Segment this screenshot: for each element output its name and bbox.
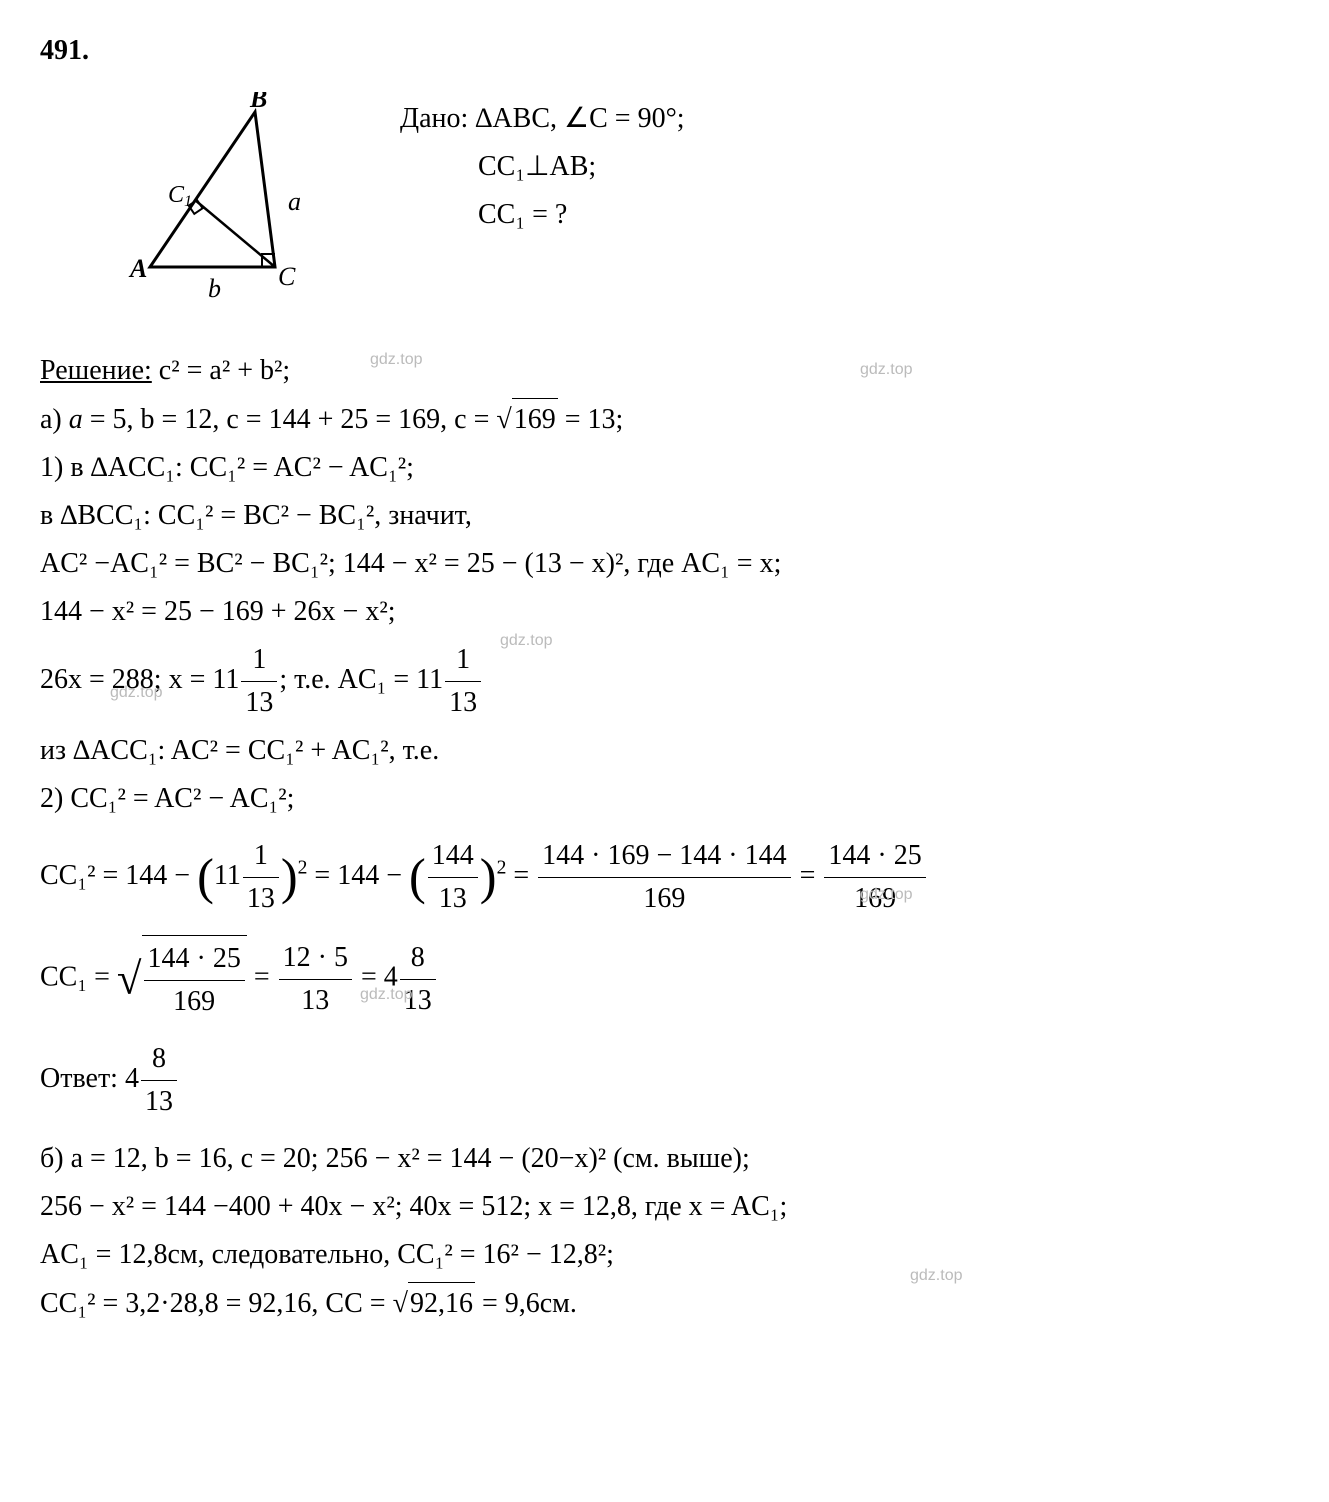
problem-number: 491.	[40, 30, 1289, 72]
line9-paren1: 11	[214, 860, 241, 891]
frac-den: 13	[241, 682, 277, 724]
frac-den: 13	[279, 980, 352, 1022]
given-label: Дано:	[400, 103, 468, 134]
frac-den: 169	[538, 878, 790, 920]
frac-num: 144	[428, 835, 478, 878]
part-b-line1: б) a = 12, b = 16, c = 20; 256 − x² = 14…	[40, 1138, 1289, 1180]
part-a-line1: а) a = 5, b = 12, c = 144 + 25 = 169, c …	[40, 398, 1289, 441]
line3-text: AC₁ = 12,8см, следовательно, CC₁² = 16² …	[40, 1239, 614, 1270]
svg-text:b: b	[208, 274, 221, 303]
eq: =	[506, 860, 536, 891]
line6-mid: ; т.е. AC₁ = 11	[279, 664, 443, 695]
triangle-diagram: B A C C 1 a b	[120, 92, 340, 325]
frac-den: 169	[144, 981, 245, 1023]
frac-num: 144 · 25	[824, 835, 925, 878]
frac-den: 13	[141, 1081, 177, 1123]
line9-pre: CC₁² = 144 −	[40, 860, 197, 891]
watermark: gdz.top	[500, 629, 552, 653]
part-a-line7: из ∆ACC₁: AC² = CC₁² + AC₁², т.е.	[40, 730, 1289, 772]
solution-line: Решение: c² = a² + b²; gdz.top gdz.top	[40, 350, 1289, 392]
part-a-line9: CC₁² = 144 − (11113)2 = 144 − (14413)2 =…	[40, 835, 1289, 920]
part-a-line3: в ∆BCC₁: CC₁² = BC² − BC₁², значит,	[40, 495, 1289, 537]
given-block: Дано: ∆ABC, ∠C = 90°; CC₁⊥AB; CC₁ = ?	[400, 92, 685, 242]
frac-num: 144 · 169 − 144 · 144	[538, 835, 790, 878]
svg-text:1: 1	[184, 193, 192, 210]
given-line1: ∆ABC, ∠C = 90°;	[475, 103, 684, 134]
svg-text:B: B	[249, 92, 267, 113]
part-b-line3: AC₁ = 12,8см, следовательно, CC₁² = 16² …	[40, 1234, 1289, 1276]
frac-num: 1	[241, 639, 277, 682]
svg-text:C: C	[278, 262, 296, 291]
watermark: gdz.top	[860, 883, 912, 907]
answer-label: Ответ: 4	[40, 1063, 139, 1094]
frac-den: 13	[428, 878, 478, 920]
line10-mid1: =	[247, 961, 277, 992]
frac-den: 13	[445, 682, 481, 724]
watermark: gdz.top	[360, 983, 412, 1007]
watermark: gdz.top	[370, 348, 422, 372]
frac-num: 8	[400, 937, 436, 980]
part-a-line5: 144 − x² = 25 − 169 + 26x − x²;	[40, 591, 1289, 633]
part-a-line6: 26x = 288; x = 11113; т.е. AC₁ = 11113 g…	[40, 639, 1289, 724]
solution-label: Решение:	[40, 355, 152, 386]
part-b-line4: CC₁² = 3,2·28,8 = 92,16, CC = √92,16 = 9…	[40, 1282, 1289, 1325]
svg-text:a: a	[288, 187, 301, 216]
top-section: B A C C 1 a b Дано: ∆ABC, ∠C = 90°; CC₁⊥…	[40, 92, 1289, 325]
line9-mid: = 144 −	[307, 860, 409, 891]
line10-pre: CC₁ =	[40, 961, 117, 992]
frac-num: 1	[445, 639, 481, 682]
watermark: gdz.top	[860, 358, 912, 382]
frac-num: 1	[243, 835, 279, 878]
given-line2: CC₁⊥AB;	[478, 151, 596, 182]
given-line3: CC₁ = ?	[478, 199, 567, 230]
part-b-line2: 256 − x² = 144 −400 + 40x − x²; 40x = 51…	[40, 1186, 1289, 1228]
pythagoras: c² = a² + b²;	[159, 355, 290, 386]
answer-a: Ответ: 4813	[40, 1038, 1289, 1123]
watermark: gdz.top	[110, 681, 162, 705]
frac-num: 12 · 5	[279, 937, 352, 980]
svg-text:C: C	[168, 182, 185, 208]
part-a-line4: AC² −AC₁² = BC² − BC₁²; 144 − x² = 25 − …	[40, 543, 1289, 585]
frac-num: 8	[141, 1038, 177, 1081]
frac-den: 13	[243, 878, 279, 920]
part-a-line8: 2) CC₁² = AC² − AC₁²;	[40, 778, 1289, 820]
svg-text:A: A	[128, 254, 147, 283]
part-a-line10: CC₁ = √144 · 25169 = 12 · 513 = 4813 gdz…	[40, 935, 1289, 1023]
frac-num: 144 · 25	[144, 938, 245, 981]
part-a-line2: 1) в ∆ACC₁: CC₁² = AC² − AC₁²;	[40, 447, 1289, 489]
